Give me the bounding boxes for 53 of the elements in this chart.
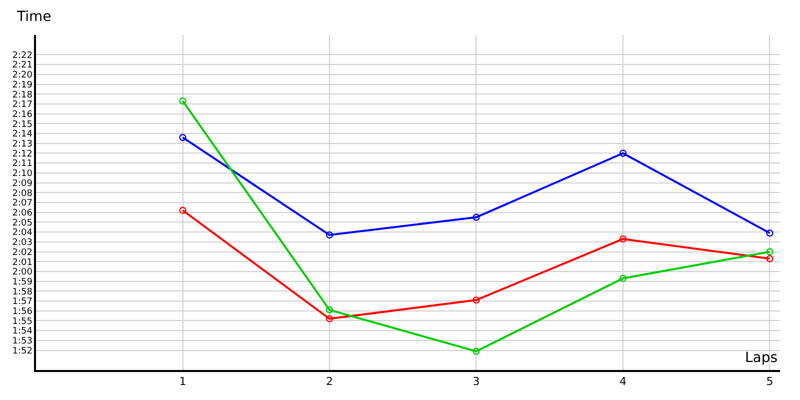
y-tick-label: 2:10 bbox=[12, 169, 33, 180]
y-tick-label: 2:15 bbox=[12, 120, 32, 130]
point bbox=[766, 248, 774, 256]
y-tick-label: 2:11 bbox=[12, 159, 32, 170]
point bbox=[472, 348, 480, 355]
point bbox=[326, 315, 334, 322]
y-tick-label: 1:53 bbox=[12, 336, 32, 347]
y-tick-label: 2:12 bbox=[12, 149, 32, 160]
y-tick-label: 2:00 bbox=[12, 268, 33, 278]
point bbox=[179, 97, 186, 105]
y-tick-label: 2:16 bbox=[12, 110, 33, 120]
y-tick-label: 2:18 bbox=[12, 90, 33, 100]
y-tick-label: 2:20 bbox=[12, 70, 33, 81]
point bbox=[179, 134, 186, 142]
point bbox=[766, 229, 774, 237]
y-tick-label: 1:52 bbox=[12, 346, 32, 356]
y-tick-label: 2:22 bbox=[12, 50, 32, 61]
x-tick-label: 2 bbox=[326, 374, 333, 388]
y-tick-label: 2:14 bbox=[12, 130, 33, 140]
y-axis-title: Time bbox=[16, 9, 52, 25]
x-tick-label: 3 bbox=[472, 374, 480, 388]
y-tick-label: 2:04 bbox=[12, 228, 33, 238]
point bbox=[326, 306, 334, 314]
y-tick-label: 2:21 bbox=[12, 60, 32, 71]
y-tick-label: 1:57 bbox=[12, 297, 32, 308]
point bbox=[766, 255, 774, 262]
point bbox=[179, 206, 186, 214]
y-tick-label: 1:54 bbox=[12, 326, 33, 337]
x-tick-label: 1 bbox=[179, 374, 186, 388]
y-tick-label: 2:05 bbox=[12, 218, 32, 228]
y-tick-label: 1:56 bbox=[12, 307, 33, 318]
y-tick-label: 2:17 bbox=[12, 100, 32, 110]
y-tick-label: 2:19 bbox=[12, 80, 33, 90]
y-tick-label: 1:58 bbox=[12, 287, 33, 298]
y-tick-label: 2:02 bbox=[12, 248, 32, 258]
point bbox=[326, 231, 334, 239]
point bbox=[619, 150, 627, 157]
y-tick-label: 2:01 bbox=[12, 258, 32, 268]
point bbox=[619, 235, 627, 243]
point bbox=[472, 214, 480, 221]
y-tick-label: 2:09 bbox=[12, 178, 33, 189]
point bbox=[472, 296, 480, 304]
y-tick-label: 2:07 bbox=[12, 198, 32, 209]
y-tick-label: 2:08 bbox=[12, 188, 33, 199]
x-tick-label: 4 bbox=[619, 374, 626, 388]
y-tick-label: 1:55 bbox=[12, 316, 32, 327]
y-tick-label: 2:03 bbox=[12, 238, 32, 248]
x-tick-label: 5 bbox=[766, 374, 774, 388]
y-tick-label: 2:06 bbox=[12, 208, 33, 218]
x-axis-title: Laps bbox=[745, 350, 778, 366]
point bbox=[619, 274, 627, 282]
y-tick-label: 2:13 bbox=[12, 140, 32, 150]
y-tick-label: 1:59 bbox=[12, 277, 33, 288]
